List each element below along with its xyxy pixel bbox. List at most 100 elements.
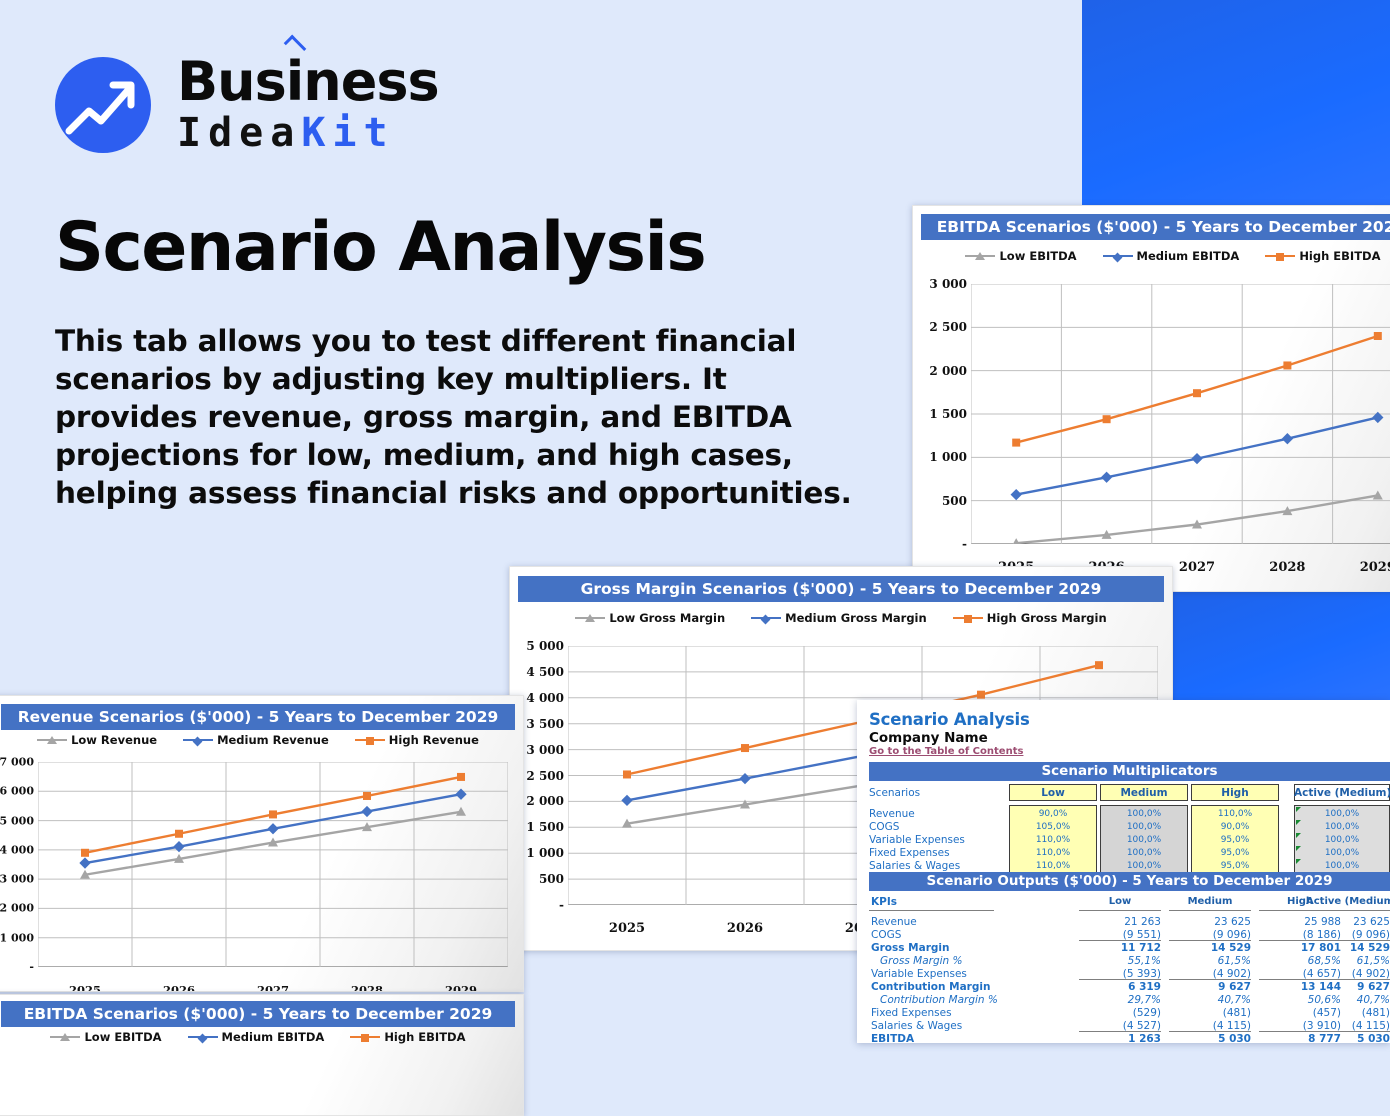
excel-company-name: Company Name [869, 730, 988, 746]
outputs-cell-medium: 23 625 [1214, 916, 1251, 928]
legend-item-high-gross-margin[interactable]: High Gross Margin [952, 611, 1107, 625]
multiplicators-cell-low[interactable]: 110,0% [1035, 848, 1071, 858]
x-axis-tick-label: 2027 [256, 983, 290, 992]
multiplicators-column-header: High [1221, 787, 1249, 799]
multiplicators-cell-low[interactable]: 105,0% [1035, 822, 1071, 832]
multiplicators-medium-column-box[interactable] [1100, 805, 1188, 874]
outputs-cell-active: 23 625 [1353, 916, 1390, 928]
x-axis-tick-label: 2026 [726, 921, 764, 936]
outputs-cell-active: 40,7% [1356, 994, 1390, 1006]
brand-logo: Busi ness IdeaKit [55, 34, 455, 156]
legend-item-medium-gross-margin[interactable]: Medium Gross Margin [751, 611, 927, 625]
legend-marker-diamond-icon [187, 1033, 218, 1043]
outputs-cell-low: (4 527) [1122, 1020, 1161, 1032]
outputs-cell-low: 29,7% [1127, 994, 1161, 1006]
chart-card-ebitda-bottom[interactable]: EBITDA Scenarios ($'000) - 5 Years to De… [0, 994, 524, 1116]
multiplicators-cell-high[interactable]: 95,0% [1220, 848, 1250, 858]
outputs-cell-medium: (4 115) [1212, 1020, 1251, 1032]
multiplicators-cell-medium[interactable]: 100,0% [1126, 835, 1162, 845]
cell-comment-indicator-icon [1296, 807, 1301, 812]
legend-marker-square-icon [952, 615, 983, 623]
outputs-row-label: EBITDA [871, 1033, 915, 1043]
table-of-contents-link[interactable]: Go to the Table of Contents [869, 746, 1024, 757]
outputs-cell-high: 8 777 [1308, 1033, 1341, 1043]
legend-label: Medium Revenue [217, 733, 329, 747]
multiplicators-cell-medium[interactable]: 100,0% [1126, 848, 1162, 858]
outputs-cell-low: 55,1% [1127, 955, 1161, 967]
legend-item-high-ebitda[interactable]: High EBITDA [350, 1030, 466, 1044]
multiplicators-cell-active: 100,0% [1324, 861, 1360, 871]
y-axis-tick-label: 1 000 [929, 450, 967, 465]
cell-comment-indicator-icon [1296, 859, 1301, 864]
legend-item-high-ebitda[interactable]: High EBITDA [1265, 249, 1381, 263]
outputs-cell-high: (8 186) [1302, 929, 1341, 941]
multiplicators-cell-medium[interactable]: 100,0% [1126, 861, 1162, 871]
legend-item-high-revenue[interactable]: High Revenue [354, 733, 479, 747]
x-axis-tick-label: 2025 [608, 921, 646, 936]
chart-card-revenue[interactable]: Revenue Scenarios ($'000) - 5 Years to D… [0, 695, 524, 992]
legend-marker-diamond-icon [751, 614, 782, 624]
multiplicators-cell-medium[interactable]: 100,0% [1126, 822, 1162, 832]
multiplicators-cell-low[interactable]: 110,0% [1035, 835, 1071, 845]
legend-marker-square-icon [350, 1034, 381, 1042]
multiplicators-cell-active: 100,0% [1324, 848, 1360, 858]
multiplicators-cell-high[interactable]: 90,0% [1220, 822, 1250, 832]
y-axis-tick-label: 2 000 [526, 794, 564, 809]
outputs-row-label: Fixed Expenses [871, 1007, 952, 1019]
legend-item-low-revenue[interactable]: Low Revenue [37, 733, 157, 747]
legend-item-low-ebitda[interactable]: Low EBITDA [50, 1030, 162, 1044]
x-axis-tick-label: 2028 [1269, 560, 1306, 575]
outputs-column-header: High [1286, 896, 1314, 907]
multiplicators-cell-high[interactable]: 95,0% [1220, 835, 1250, 845]
chart-title-revenue: Revenue Scenarios ($'000) - 5 Years to D… [1, 704, 515, 730]
logo-wordmark-business: Busi ness [177, 34, 440, 111]
legend-item-medium-ebitda[interactable]: Medium EBITDA [1102, 249, 1239, 263]
chart-plot-ebitda-top [971, 284, 1390, 544]
outputs-subtotal-rule [1306, 940, 1390, 941]
y-axis-tick-label: 5 000 [0, 814, 34, 828]
outputs-cell-high: (3 910) [1302, 1020, 1341, 1032]
legend-label: High EBITDA [384, 1030, 466, 1044]
multiplicators-row-label: Fixed Expenses [869, 847, 950, 859]
decorative-blue-block-middle [1170, 589, 1390, 701]
multiplicators-row-header: Scenarios [869, 787, 921, 799]
y-axis-tick-label: 2 500 [526, 768, 564, 783]
scenario-analysis-panel[interactable]: Scenario Analysis Company Name Go to the… [857, 700, 1390, 1043]
legend-marker-square-icon [1265, 253, 1296, 261]
legend-label: High Gross Margin [986, 611, 1107, 625]
multiplicators-cell-active: 100,0% [1324, 835, 1360, 845]
outputs-subtotal-rule [1306, 979, 1390, 980]
multiplicators-cell-high[interactable]: 95,0% [1220, 861, 1250, 871]
outputs-subtotal-rule [1259, 1031, 1341, 1032]
legend-item-low-gross-margin[interactable]: Low Gross Margin [575, 611, 725, 625]
multiplicators-cell-high[interactable]: 110,0% [1217, 809, 1253, 819]
multiplicators-cell-medium[interactable]: 100,0% [1126, 809, 1162, 819]
multiplicators-row-label: Variable Expenses [869, 834, 965, 846]
outputs-row-label: Contribution Margin % [880, 994, 998, 1006]
multiplicators-row-label: Revenue [869, 808, 915, 820]
legend-item-medium-revenue[interactable]: Medium Revenue [183, 733, 329, 747]
multiplicators-row-label: Salaries & Wages [869, 860, 961, 872]
outputs-cell-low: 21 263 [1124, 916, 1161, 928]
cell-comment-indicator-icon [1296, 833, 1301, 838]
outputs-row-label: Revenue [871, 916, 917, 928]
outputs-cell-medium: 14 529 [1210, 942, 1251, 954]
outputs-cell-active: (481) [1361, 1007, 1390, 1019]
multiplicators-cell-low[interactable]: 90,0% [1038, 809, 1068, 819]
outputs-cell-active: 5 030 [1357, 1033, 1390, 1043]
legend-item-low-ebitda[interactable]: Low EBITDA [965, 249, 1077, 263]
outputs-cell-medium: (481) [1222, 1007, 1251, 1019]
outputs-subtotal-rule [1079, 1031, 1161, 1032]
legend-marker-triangle-icon [575, 614, 606, 622]
decorative-blue-block-top [1082, 0, 1390, 206]
multiplicators-column-header: Medium [1120, 787, 1168, 799]
multiplicators-cell-low[interactable]: 110,0% [1035, 861, 1071, 871]
chart-card-ebitda-top[interactable]: EBITDA Scenarios ($'000) - 5 Years to De… [912, 205, 1390, 592]
logo-word-kit: Kit [301, 110, 395, 156]
outputs-cell-active: (4 902) [1351, 968, 1390, 980]
y-axis-tick-label: - [29, 960, 34, 974]
legend-marker-triangle-icon [50, 1033, 81, 1041]
legend-label: High Revenue [388, 733, 479, 747]
legend-item-medium-ebitda[interactable]: Medium EBITDA [187, 1030, 324, 1044]
legend-label: Low Gross Margin [609, 611, 726, 625]
